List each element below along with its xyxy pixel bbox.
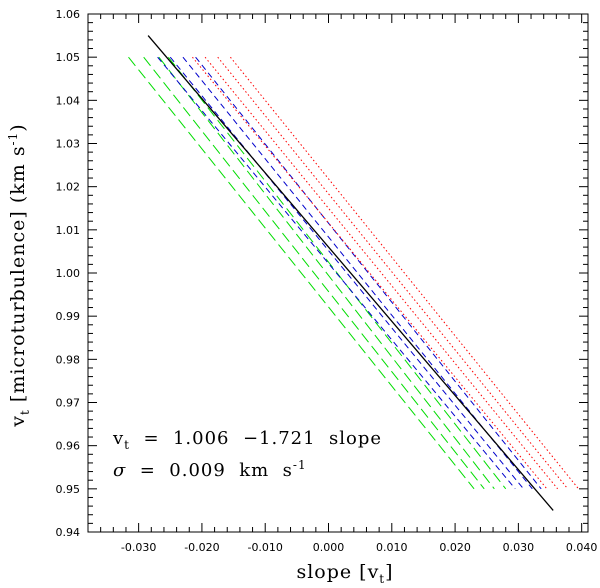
x-tick-label: 0.010 [376, 541, 408, 554]
y-axis-title: vt [microturbulence] (km s-1) [6, 123, 32, 427]
y-tick-label: 1.05 [56, 51, 81, 64]
fit-line-layer [147, 35, 554, 511]
series-line-dash-1 [157, 56, 516, 490]
x-tick-label: 0.030 [503, 541, 535, 554]
series-line-dotted-4 [230, 56, 579, 490]
plot-frame [87, 13, 589, 533]
x-tick-label: 0.000 [313, 541, 345, 554]
y-tick-label: 0.98 [56, 353, 81, 366]
series-line-long-dash-3 [158, 56, 495, 490]
x-tick-label: -0.010 [247, 541, 282, 554]
y-tick-label: 1.04 [56, 94, 81, 107]
y-tick-label: 1.02 [56, 181, 81, 194]
y-tick-label: 1.06 [56, 8, 81, 21]
sigma-annotation: σ = 0.009 km s-1 [113, 458, 307, 481]
x-tick-label: 0.020 [439, 541, 471, 554]
series-line-long-dash-1 [128, 56, 475, 490]
x-tick-label: -0.020 [184, 541, 219, 554]
fit-line [147, 35, 554, 511]
y-tick-label: 1.03 [56, 138, 81, 151]
y-tick-label: 0.96 [56, 440, 81, 453]
x-axis-title: slope [vt] [296, 561, 393, 586]
y-tick-label: 0.95 [56, 483, 81, 496]
x-tick-label: 0.040 [566, 541, 598, 554]
y-tick-label: 0.94 [56, 526, 81, 539]
y-tick-label: 1.00 [56, 267, 81, 280]
series-line-dash-2 [169, 56, 524, 490]
y-tick-label: 0.99 [56, 310, 81, 323]
tick-layer [87, 13, 588, 533]
series-line-dotted-2 [204, 56, 559, 490]
series-line-long-dash-2 [143, 56, 485, 490]
x-tick-labels: -0.030 -0.020 -0.010 0.000 0.010 0.020 0.030 0.… [121, 541, 598, 554]
x-tick-label: -0.030 [121, 541, 156, 554]
y-tick-label: 1.01 [56, 224, 81, 237]
series-line-dotted-3 [217, 56, 569, 490]
series-line-dash-4 [195, 56, 542, 490]
series-line-dotted-1 [192, 56, 548, 490]
y-tick-labels: 0.94 0.95 0.96 0.97 0.98 0.99 1.00 1.01 1.02 1.03… [56, 8, 81, 539]
fit-annotation: vt = 1.006 −1.721 slope [112, 428, 382, 452]
y-tick-label: 0.97 [56, 397, 81, 410]
